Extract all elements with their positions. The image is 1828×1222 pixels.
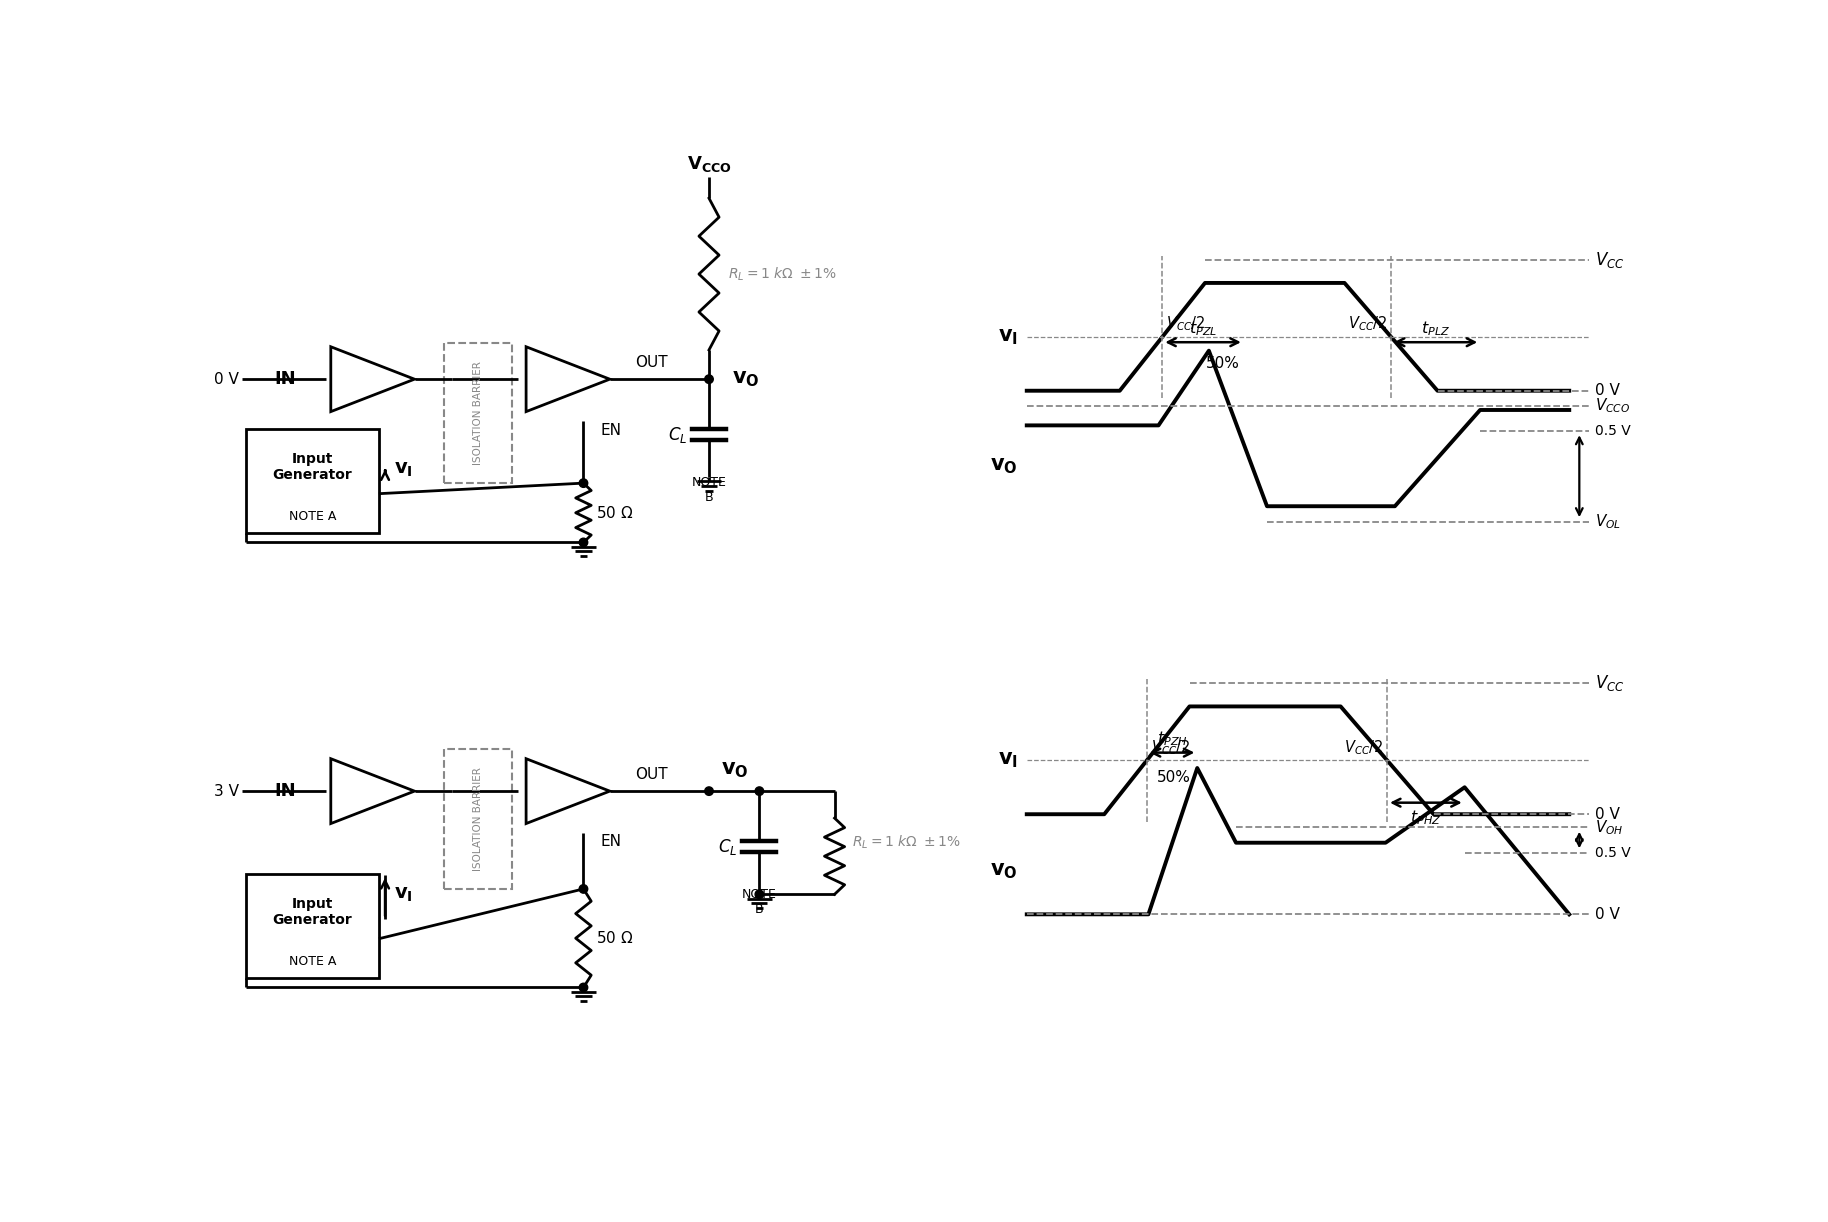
Circle shape [579, 538, 589, 546]
Text: $\mathbf{v_O}$: $\mathbf{v_O}$ [991, 860, 1018, 881]
Circle shape [579, 479, 589, 488]
Circle shape [579, 885, 589, 893]
Text: $\mathbf{v_I}$: $\mathbf{v_I}$ [998, 750, 1018, 770]
Text: NOTE A: NOTE A [289, 510, 336, 523]
Text: $V_{OL}$: $V_{OL}$ [1594, 512, 1621, 532]
Circle shape [579, 984, 589, 992]
Text: 3 V: 3 V [214, 783, 239, 799]
Text: Input
Generator: Input Generator [272, 452, 353, 481]
Text: 0.5 V: 0.5 V [1594, 846, 1631, 860]
Bar [245, 874, 378, 979]
Text: 50%: 50% [1206, 357, 1239, 371]
Text: $\mathbf{v_O}$: $\mathbf{v_O}$ [991, 456, 1018, 475]
Text: Input
Generator: Input Generator [272, 897, 353, 926]
Text: $t_{PZH}$: $t_{PZH}$ [1157, 730, 1188, 748]
Text: $R_L = 1\ k\Omega\ \pm1\%$: $R_L = 1\ k\Omega\ \pm1\%$ [728, 265, 837, 282]
Text: $\mathbf{v_I}$: $\mathbf{v_I}$ [998, 326, 1018, 347]
Text: OUT: OUT [634, 766, 667, 782]
Text: NOTE
B: NOTE B [691, 477, 726, 503]
Text: $V_{CC}$: $V_{CC}$ [1594, 249, 1625, 270]
Text: $V_{CC}/2$: $V_{CC}/2$ [1166, 314, 1205, 334]
Bar [444, 749, 512, 888]
Text: 0 V: 0 V [1594, 384, 1620, 398]
Circle shape [706, 787, 713, 796]
Text: EN: EN [601, 423, 622, 437]
Text: OUT: OUT [634, 354, 667, 370]
Text: $\mathbf{v_I}$: $\mathbf{v_I}$ [395, 885, 413, 904]
Text: $C_L$: $C_L$ [718, 837, 739, 857]
Text: $V_{CCO}$: $V_{CCO}$ [1594, 397, 1631, 415]
Polygon shape [526, 347, 611, 412]
Text: ISOLATION BARRIER: ISOLATION BARRIER [473, 362, 483, 466]
Polygon shape [526, 759, 611, 824]
Text: $t_{PHZ}$: $t_{PHZ}$ [1409, 809, 1442, 827]
Text: $50\ \Omega$: $50\ \Omega$ [596, 505, 632, 521]
Bar [245, 429, 378, 533]
Text: NOTE
B: NOTE B [742, 888, 777, 916]
Text: 0 V: 0 V [214, 371, 239, 386]
Text: IN: IN [274, 370, 296, 389]
Text: $t_{PZL}$: $t_{PZL}$ [1188, 319, 1217, 337]
Text: 0.5 V: 0.5 V [1594, 424, 1631, 437]
Circle shape [755, 890, 764, 898]
Text: $\mathbf{V_{CCO}}$: $\mathbf{V_{CCO}}$ [687, 154, 731, 174]
Text: 0 V: 0 V [1594, 907, 1620, 921]
Text: ISOLATION BARRIER: ISOLATION BARRIER [473, 767, 483, 871]
Text: $V_{CC}/2$: $V_{CC}/2$ [1347, 314, 1387, 334]
Bar [444, 343, 512, 483]
Text: IN: IN [274, 782, 296, 800]
Text: $V_{OH}$: $V_{OH}$ [1594, 818, 1623, 837]
Text: $R_L = 1\ k\Omega\ \pm1\%$: $R_L = 1\ k\Omega\ \pm1\%$ [852, 835, 962, 852]
Text: $V_{CC}/2$: $V_{CC}/2$ [1152, 738, 1190, 756]
Circle shape [755, 787, 764, 796]
Text: $V_{CC}/2$: $V_{CC}/2$ [1344, 738, 1384, 756]
Text: $C_L$: $C_L$ [667, 424, 687, 445]
Text: 0 V: 0 V [1594, 807, 1620, 821]
Text: $\mathbf{v_O}$: $\mathbf{v_O}$ [733, 369, 760, 389]
Text: $V_{CC}$: $V_{CC}$ [1594, 673, 1625, 693]
Text: $\mathbf{v_I}$: $\mathbf{v_I}$ [395, 459, 413, 479]
Polygon shape [331, 759, 415, 824]
Text: $\mathbf{v_O}$: $\mathbf{v_O}$ [720, 760, 748, 780]
Text: EN: EN [601, 835, 622, 849]
Text: 50%: 50% [1157, 770, 1192, 785]
Text: $50\ \Omega$: $50\ \Omega$ [596, 930, 632, 946]
Polygon shape [331, 347, 415, 412]
Text: $t_{PLZ}$: $t_{PLZ}$ [1420, 319, 1450, 337]
Text: NOTE A: NOTE A [289, 954, 336, 968]
Circle shape [706, 375, 713, 384]
